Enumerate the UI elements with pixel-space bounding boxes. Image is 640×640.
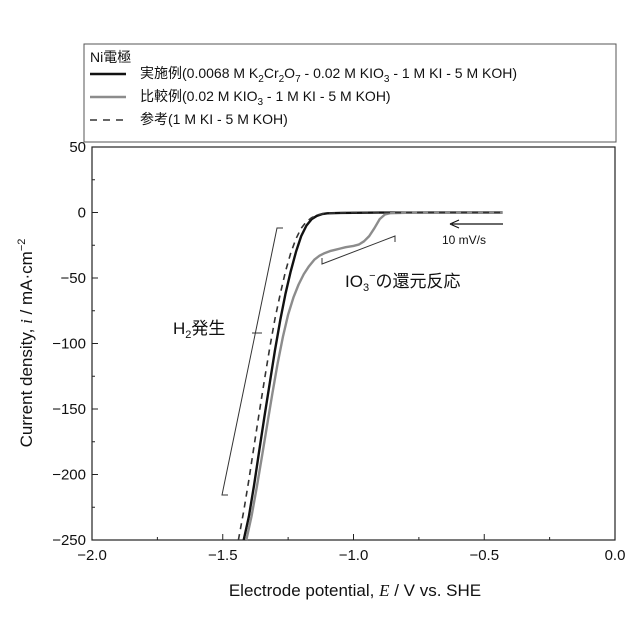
x-tick-label: −1.0 <box>339 547 369 564</box>
legend-title: Ni電極 <box>90 49 131 65</box>
y-tick-label: −100 <box>52 336 86 353</box>
series-layer <box>238 213 502 541</box>
annotation-io3-reduction: IO3−の還元反応 <box>345 270 461 294</box>
y-tick-label: −250 <box>52 532 86 549</box>
x-tick-label: 0.0 <box>605 547 626 564</box>
y-tick-label: −150 <box>52 401 86 418</box>
y-axis-label: Current density, i / mA·cm−2 <box>16 239 36 448</box>
y-tick-label: 50 <box>69 139 86 156</box>
annotation-scan-rate: 10 mV/s <box>442 233 486 247</box>
legend-entry-3: 参考(1 M KI - 5 M KOH) <box>140 111 288 127</box>
y-tick-label: −200 <box>52 467 86 484</box>
x-tick-label: −0.5 <box>469 547 499 564</box>
plot-frame <box>92 147 615 540</box>
annotation-h2-evolution: H2発生 <box>173 319 225 341</box>
series-line-1 <box>244 213 503 541</box>
x-axis-label: Electrode potential, E / V vs. SHE <box>229 581 481 600</box>
x-tick-label: −2.0 <box>77 547 107 564</box>
y-tick-label: 0 <box>78 205 86 222</box>
series-line-2 <box>246 213 502 541</box>
x-tick-label: −1.5 <box>208 547 238 564</box>
legend: Ni電極 実施例(0.0068 M K2Cr2O7 - 0.02 M KIO3 … <box>84 44 616 142</box>
series-line-3 <box>238 213 502 541</box>
y-tick-label: −50 <box>61 270 86 287</box>
scan-direction-arrow <box>450 220 503 228</box>
